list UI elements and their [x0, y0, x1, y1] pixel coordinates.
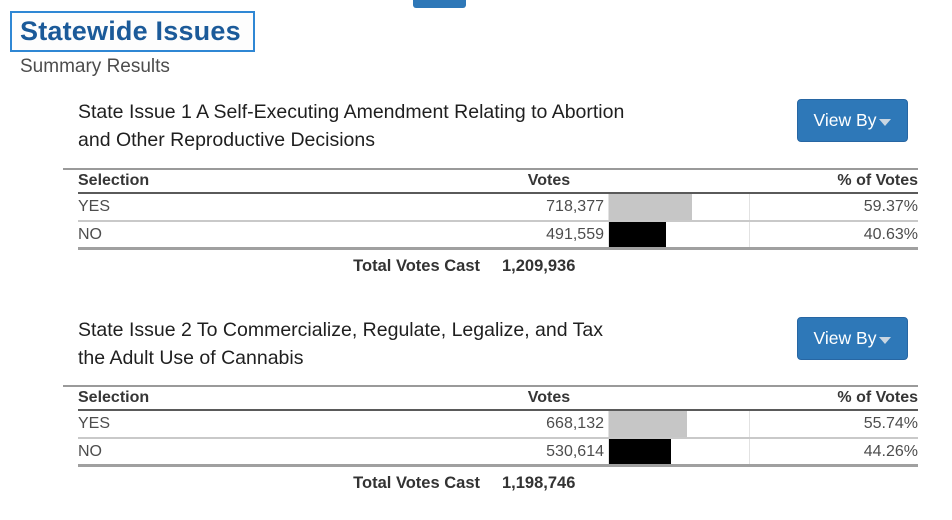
pct-cell: 59.37% [863, 198, 918, 215]
page-subtitle: Summary Results [20, 56, 170, 77]
table-row-no: NO 530,614 44.26% [78, 439, 918, 467]
table-header-row: Selection Votes % of Votes [78, 170, 918, 194]
total-votes-label: Total Votes Cast [353, 473, 480, 492]
total-votes-value: 1,209,936 [502, 256, 576, 275]
total-row: Total Votes Cast 1,198,746 [78, 472, 918, 494]
votes-cell: 530,614 [546, 442, 604, 460]
selection-cell: YES [78, 415, 111, 432]
contest-title-line2: the Adult Use of Cannabis [78, 346, 304, 369]
caret-down-icon [879, 336, 892, 344]
selection-header: Selection [78, 172, 150, 189]
bar-header [608, 387, 750, 409]
table-row-no: NO 491,559 40.63% [78, 222, 918, 250]
bar-cell [608, 411, 750, 437]
view-by-label: View By [813, 110, 877, 130]
yes-vote-bar [609, 411, 688, 437]
bar-header [608, 170, 750, 192]
view-by-button[interactable]: View By [797, 99, 908, 142]
results-table-issue-2: Selection Votes % of Votes YES 668,132 5… [63, 385, 918, 494]
votes-header: Votes [527, 389, 571, 406]
no-vote-bar [609, 439, 671, 464]
no-vote-bar [609, 222, 666, 247]
pct-cell: 55.74% [863, 415, 918, 432]
bar-cell [608, 194, 750, 220]
selection-header: Selection [78, 389, 150, 406]
total-row: Total Votes Cast 1,209,936 [78, 255, 918, 277]
votes-cell: 491,559 [546, 225, 604, 243]
votes-cell: 718,377 [546, 198, 604, 215]
table-row-yes: YES 718,377 59.37% [78, 194, 918, 222]
pct-cell: 40.63% [863, 225, 918, 243]
votes-cell: 668,132 [546, 415, 604, 432]
caret-down-icon [879, 118, 892, 126]
view-by-button[interactable]: View By [797, 317, 908, 360]
table-header-row: Selection Votes % of Votes [78, 387, 918, 411]
table-row-yes: YES 668,132 55.74% [78, 411, 918, 439]
total-votes-value: 1,198,746 [502, 473, 576, 492]
contest-title: State Issue 1 A Self-Executing Amendment… [78, 99, 778, 154]
contest-title-line1: State Issue 2 To Commercialize, Regulate… [78, 319, 603, 341]
contest-issue-1: State Issue 1 A Self-Executing Amendment… [0, 99, 952, 154]
total-votes-label: Total Votes Cast [353, 256, 480, 275]
pct-header: % of Votes [837, 172, 918, 189]
pct-header: % of Votes [837, 389, 918, 406]
pct-cell: 44.26% [863, 442, 918, 460]
bar-cell [608, 222, 750, 247]
votes-header: Votes [527, 172, 571, 189]
selection-cell: NO [78, 225, 102, 243]
contest-title: State Issue 2 To Commercialize, Regulate… [78, 317, 778, 372]
results-table-issue-1: Selection Votes % of Votes YES 718,377 5… [63, 168, 918, 277]
top-button-fragment[interactable] [413, 0, 466, 8]
selection-cell: YES [78, 198, 111, 215]
contest-issue-2: State Issue 2 To Commercialize, Regulate… [0, 317, 952, 372]
view-by-label: View By [813, 328, 877, 348]
selection-cell: NO [78, 442, 102, 460]
contest-title-line1: State Issue 1 A Self-Executing Amendment… [78, 101, 625, 123]
contest-title-line2: and Other Reproductive Decisions [78, 128, 375, 151]
page-title[interactable]: Statewide Issues [10, 11, 255, 52]
yes-vote-bar [609, 194, 693, 220]
bar-cell [608, 439, 750, 464]
